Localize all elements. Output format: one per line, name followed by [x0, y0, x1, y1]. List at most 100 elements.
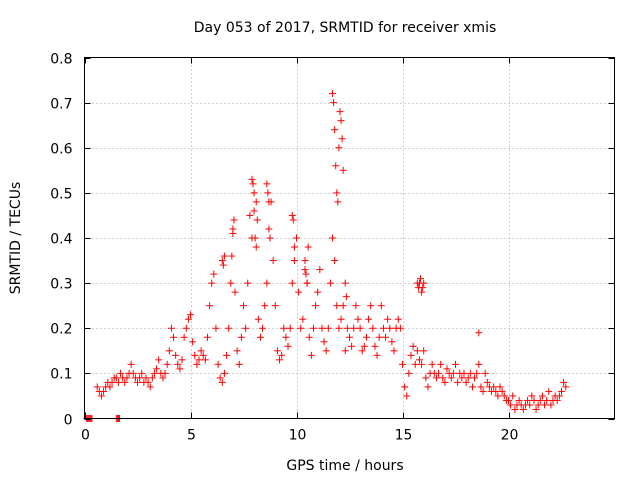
data-point: [371, 342, 379, 350]
data-point: [263, 279, 271, 287]
data-point: [379, 324, 387, 332]
data-point: [458, 374, 466, 382]
data-point: [441, 378, 449, 386]
data-point: [250, 189, 258, 197]
data-point: [146, 383, 154, 391]
data-point: [189, 338, 197, 346]
data-point: [417, 275, 425, 283]
data-point: [199, 351, 207, 359]
data-point: [293, 234, 300, 242]
data-point: [136, 374, 144, 382]
data-point: [358, 347, 366, 355]
data-point: [299, 315, 307, 323]
data-point: [282, 333, 290, 341]
data-point: [335, 144, 343, 152]
data-point: [304, 243, 312, 251]
data-point: [182, 324, 190, 332]
data-point: [195, 356, 203, 364]
data-point: [337, 117, 345, 125]
data-point: [230, 216, 238, 224]
data-point: [266, 234, 274, 242]
data-point: [536, 396, 544, 404]
data-point: [214, 360, 222, 368]
data-point: [432, 374, 440, 382]
data-point: [265, 198, 273, 206]
data-point: [558, 387, 565, 395]
data-point: [218, 257, 226, 265]
data-point: [223, 351, 231, 359]
data-point: [273, 347, 281, 355]
data-point: [352, 302, 360, 310]
data-point: [218, 378, 226, 386]
data-point: [477, 383, 485, 391]
data-point: [339, 166, 347, 174]
data-point: [439, 374, 447, 382]
data-point: [253, 216, 261, 224]
data-point: [334, 198, 342, 206]
chart-title: Day 053 of 2017, SRMTID for receiver xmi…: [194, 20, 497, 36]
data-point: [401, 383, 409, 391]
data-point: [159, 374, 167, 382]
data-point: [483, 378, 491, 386]
data-point: [295, 288, 303, 296]
data-point: [288, 211, 296, 219]
data-point: [413, 347, 421, 355]
data-point: [240, 302, 247, 310]
data-point: [174, 360, 182, 368]
data-point: [248, 175, 256, 183]
data-point: [367, 302, 375, 310]
y-tick-label-5: 0.5: [50, 187, 72, 203]
data-point: [269, 257, 277, 265]
data-point: [170, 333, 178, 341]
data-point: [288, 279, 296, 287]
data-point: [343, 324, 351, 332]
data-point: [112, 374, 120, 382]
data-point: [515, 396, 523, 404]
data-point: [329, 90, 337, 98]
data-point: [481, 369, 489, 377]
data-point: [331, 126, 339, 134]
data-point: [460, 369, 468, 377]
data-point: [341, 279, 349, 287]
data-point: [543, 396, 551, 404]
data-point: [176, 365, 184, 373]
data-point: [318, 324, 326, 332]
data-point: [466, 369, 474, 377]
data-point: [475, 360, 483, 368]
y-tick-label-1: 0.1: [50, 367, 72, 383]
y-tick-label-0: 0: [64, 413, 73, 429]
x-tick-label-0: 0: [81, 428, 90, 444]
data-point: [231, 288, 239, 296]
data-point: [411, 360, 419, 368]
data-point: [356, 324, 364, 332]
data-point: [228, 252, 236, 260]
data-point: [498, 387, 506, 395]
data-point: [435, 369, 443, 377]
data-point: [538, 392, 546, 400]
x-tick-label-2: 10: [289, 428, 307, 444]
data-point: [165, 347, 173, 355]
x-axis-label: GPS time / hours: [286, 458, 403, 474]
data-point: [424, 383, 432, 391]
data-point: [309, 324, 317, 332]
data-point: [479, 387, 487, 395]
y-tick-label-6: 0.6: [50, 142, 72, 158]
data-point: [394, 315, 402, 323]
data-point: [121, 378, 129, 386]
data-point: [418, 288, 426, 296]
data-point: [220, 369, 228, 377]
data-point: [468, 383, 476, 391]
data-point: [244, 279, 252, 287]
data-point: [191, 351, 199, 359]
data-point: [301, 257, 309, 265]
data-point: [422, 374, 430, 382]
data-point: [341, 347, 349, 355]
data-points: [83, 90, 570, 422]
data-point: [449, 369, 457, 377]
data-point: [471, 374, 479, 382]
data-point: [490, 383, 498, 391]
data-point: [541, 401, 549, 409]
data-point: [396, 324, 404, 332]
data-point: [526, 401, 534, 409]
data-point: [167, 324, 175, 332]
